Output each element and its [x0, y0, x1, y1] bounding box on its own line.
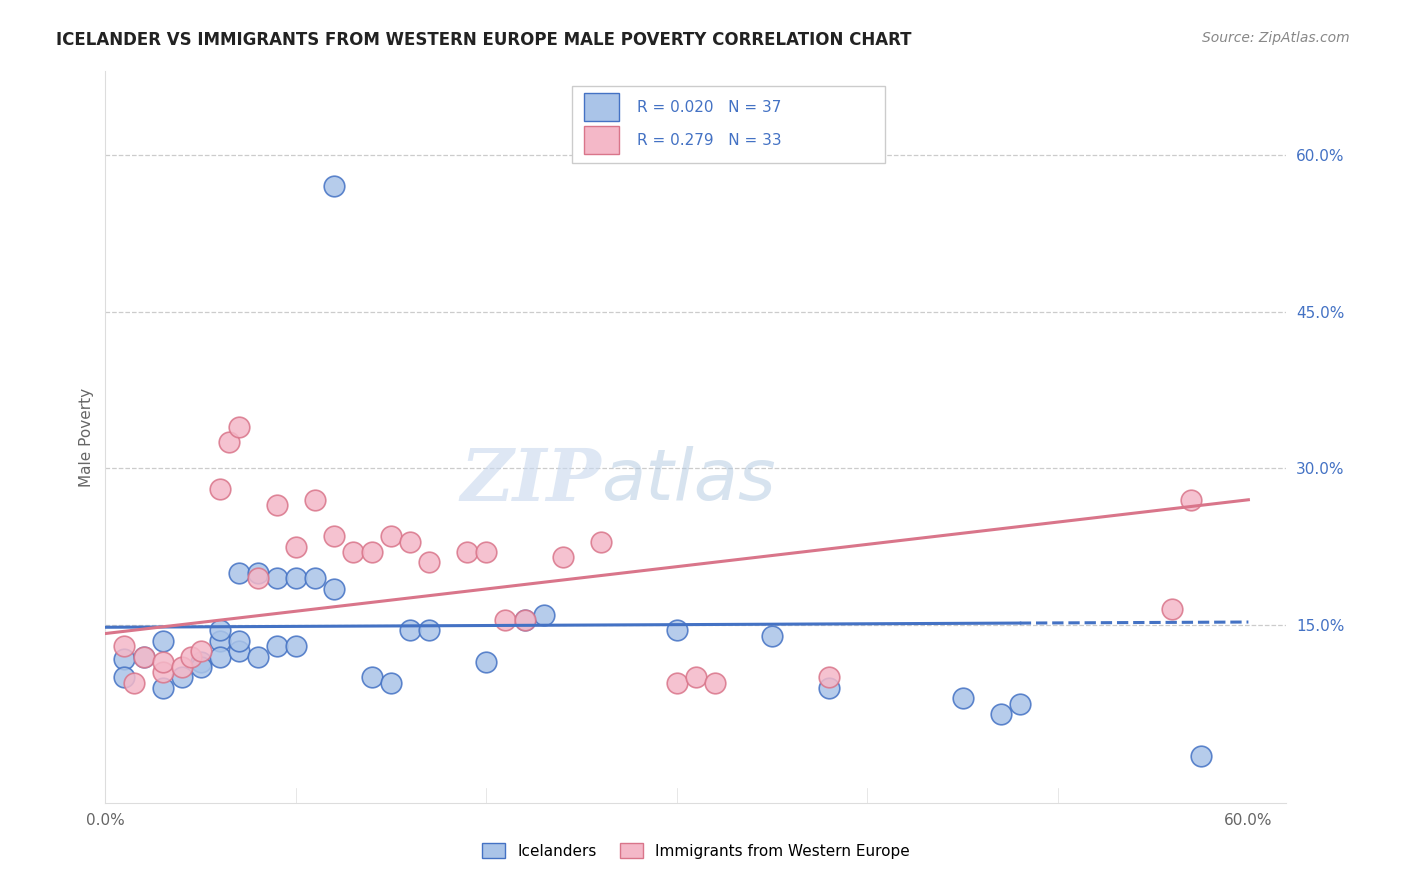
Point: [533, 607, 555, 622]
Point: [266, 639, 288, 653]
Point: [342, 545, 364, 559]
Point: [513, 613, 536, 627]
Point: [266, 571, 288, 585]
Point: [152, 681, 174, 695]
Point: [1008, 697, 1031, 711]
Point: [418, 556, 440, 570]
Point: [551, 550, 574, 565]
Point: [304, 492, 326, 507]
Point: [513, 613, 536, 627]
Point: [818, 670, 841, 684]
Point: [304, 571, 326, 585]
Point: [228, 566, 250, 580]
Point: [418, 624, 440, 638]
Point: [114, 670, 136, 684]
Point: [266, 498, 288, 512]
Point: [323, 179, 346, 194]
Point: [284, 639, 307, 653]
Point: [761, 629, 783, 643]
Point: [152, 655, 174, 669]
Point: [284, 540, 307, 554]
Point: [114, 651, 136, 665]
FancyBboxPatch shape: [572, 86, 884, 162]
Point: [114, 639, 136, 653]
Legend: Icelanders, Immigrants from Western Europe: Icelanders, Immigrants from Western Euro…: [477, 837, 915, 864]
Point: [180, 649, 202, 664]
Text: ICELANDER VS IMMIGRANTS FROM WESTERN EUROPE MALE POVERTY CORRELATION CHART: ICELANDER VS IMMIGRANTS FROM WESTERN EUR…: [56, 31, 911, 49]
Text: ZIP: ZIP: [461, 445, 602, 516]
Point: [685, 670, 707, 684]
Point: [170, 660, 193, 674]
Point: [323, 582, 346, 596]
Point: [361, 545, 384, 559]
Point: [952, 691, 974, 706]
Point: [380, 675, 402, 690]
Point: [665, 624, 688, 638]
Point: [246, 571, 269, 585]
Text: atlas: atlas: [602, 447, 776, 516]
Point: [228, 644, 250, 658]
Text: Source: ZipAtlas.com: Source: ZipAtlas.com: [1202, 31, 1350, 45]
Point: [1161, 602, 1184, 616]
Point: [190, 660, 212, 674]
Point: [323, 529, 346, 543]
Point: [170, 670, 193, 684]
Point: [399, 534, 422, 549]
Point: [208, 624, 231, 638]
Point: [132, 649, 155, 664]
Point: [190, 644, 212, 658]
Point: [475, 545, 498, 559]
Point: [228, 633, 250, 648]
Point: [284, 571, 307, 585]
Point: [1180, 492, 1202, 507]
Point: [208, 649, 231, 664]
Point: [208, 633, 231, 648]
Point: [456, 545, 478, 559]
Point: [228, 419, 250, 434]
Point: [218, 435, 240, 450]
Point: [132, 649, 155, 664]
Y-axis label: Male Poverty: Male Poverty: [79, 387, 94, 487]
Point: [990, 706, 1012, 721]
Text: R = 0.279   N = 33: R = 0.279 N = 33: [637, 133, 782, 147]
Point: [589, 534, 612, 549]
Point: [380, 529, 402, 543]
Bar: [583, 126, 619, 154]
Point: [190, 655, 212, 669]
Point: [246, 566, 269, 580]
Point: [122, 675, 145, 690]
Point: [704, 675, 727, 690]
Text: R = 0.020   N = 37: R = 0.020 N = 37: [637, 100, 782, 115]
Point: [665, 675, 688, 690]
Point: [246, 649, 269, 664]
Point: [475, 655, 498, 669]
Point: [818, 681, 841, 695]
Point: [495, 613, 517, 627]
Bar: [583, 94, 619, 121]
Point: [208, 483, 231, 497]
Point: [1189, 748, 1212, 763]
Point: [152, 633, 174, 648]
Point: [152, 665, 174, 680]
Point: [361, 670, 384, 684]
Point: [399, 624, 422, 638]
